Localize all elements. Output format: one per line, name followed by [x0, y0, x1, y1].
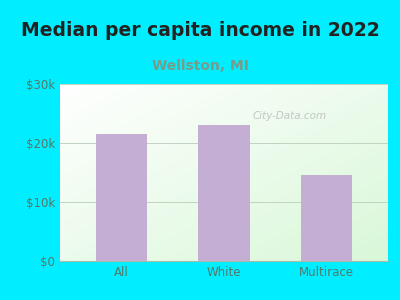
Text: Median per capita income in 2022: Median per capita income in 2022 — [21, 20, 379, 40]
Text: City-Data.com: City-Data.com — [252, 111, 327, 121]
Bar — [96, 134, 147, 261]
Bar — [301, 176, 352, 261]
Text: Wellston, MI: Wellston, MI — [152, 59, 248, 73]
Bar — [198, 125, 250, 261]
